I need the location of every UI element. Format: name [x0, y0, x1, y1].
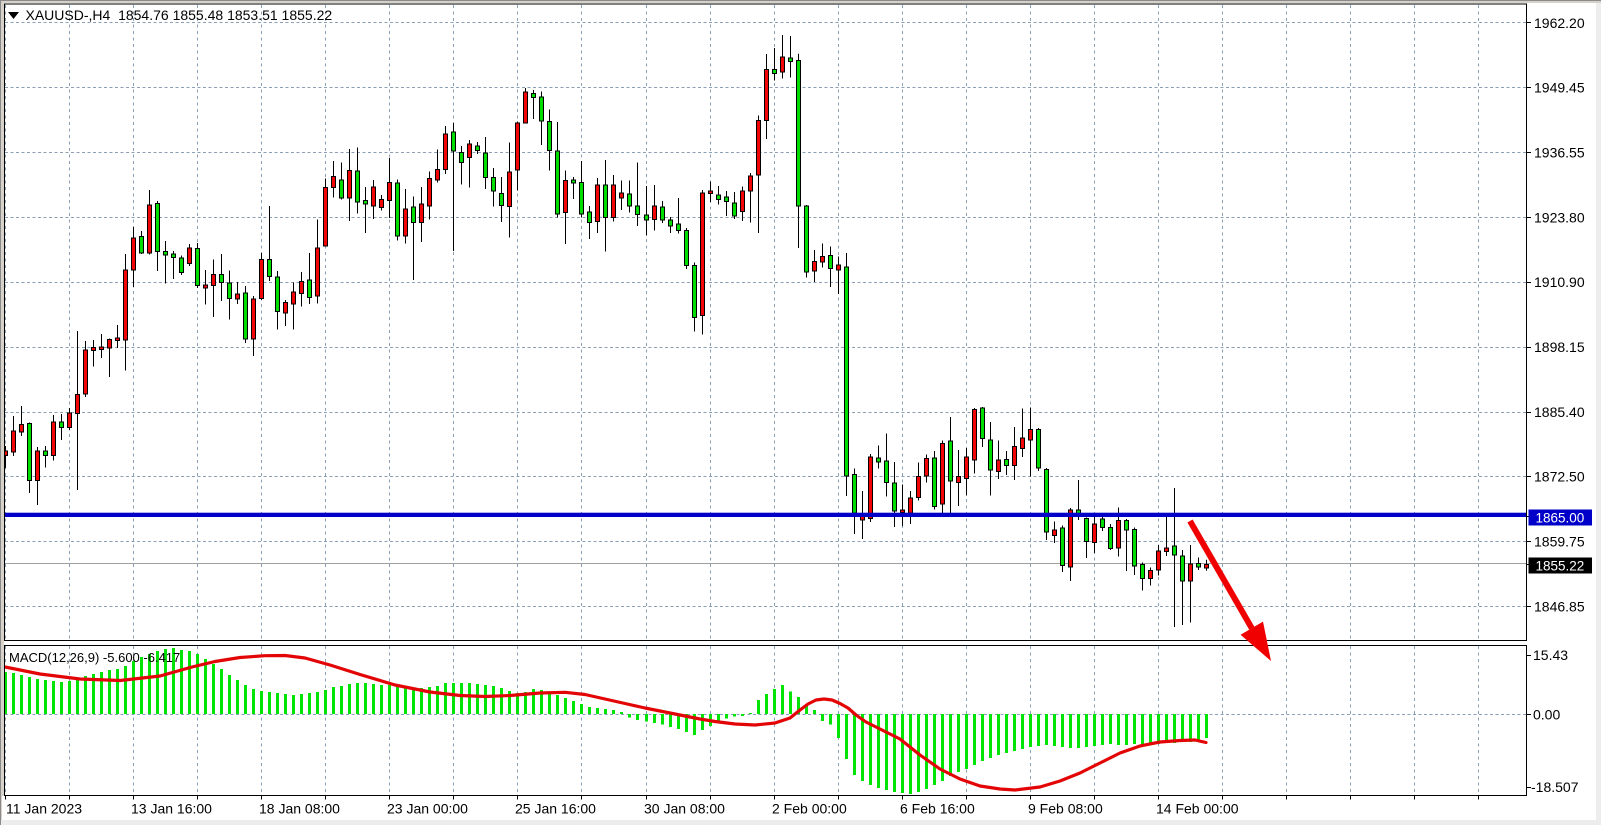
svg-text:11 Jan 2023: 11 Jan 2023: [6, 801, 82, 817]
svg-text:0.00: 0.00: [1533, 707, 1560, 723]
svg-text:1923.80: 1923.80: [1534, 209, 1585, 225]
svg-text:1872.50: 1872.50: [1534, 469, 1585, 485]
svg-text:15.43: 15.43: [1533, 647, 1568, 663]
svg-text:1859.75: 1859.75: [1534, 534, 1585, 550]
svg-text:1962.20: 1962.20: [1534, 15, 1585, 31]
svg-text:6 Feb 16:00: 6 Feb 16:00: [900, 801, 975, 817]
svg-text:XAUUSD-,H4 1854.76 1855.48 18: XAUUSD-,H4 1854.76 1855.48 1853.51 1855.…: [26, 7, 333, 23]
svg-text:9 Feb 08:00: 9 Feb 08:00: [1028, 801, 1103, 817]
svg-text:13 Jan 16:00: 13 Jan 16:00: [131, 801, 212, 817]
svg-text:1898.15: 1898.15: [1534, 339, 1585, 355]
svg-text:1885.40: 1885.40: [1534, 404, 1585, 420]
svg-text:1949.45: 1949.45: [1534, 80, 1585, 96]
svg-text:1855.22: 1855.22: [1536, 558, 1585, 573]
svg-text:30 Jan 08:00: 30 Jan 08:00: [644, 801, 725, 817]
svg-text:14 Feb 00:00: 14 Feb 00:00: [1156, 801, 1239, 817]
svg-text:23 Jan 00:00: 23 Jan 00:00: [387, 801, 468, 817]
svg-text:1846.85: 1846.85: [1534, 598, 1585, 614]
svg-text:25 Jan 16:00: 25 Jan 16:00: [515, 801, 596, 817]
svg-text:1910.90: 1910.90: [1534, 274, 1585, 290]
svg-text:1936.55: 1936.55: [1534, 145, 1585, 161]
svg-text:2 Feb 00:00: 2 Feb 00:00: [772, 801, 847, 817]
svg-text:-18.507: -18.507: [1531, 779, 1579, 795]
svg-text:1865.00: 1865.00: [1536, 510, 1585, 525]
svg-text:MACD(12,26,9) -5.600 -6.417: MACD(12,26,9) -5.600 -6.417: [9, 650, 180, 665]
svg-text:18 Jan 08:00: 18 Jan 08:00: [259, 801, 340, 817]
